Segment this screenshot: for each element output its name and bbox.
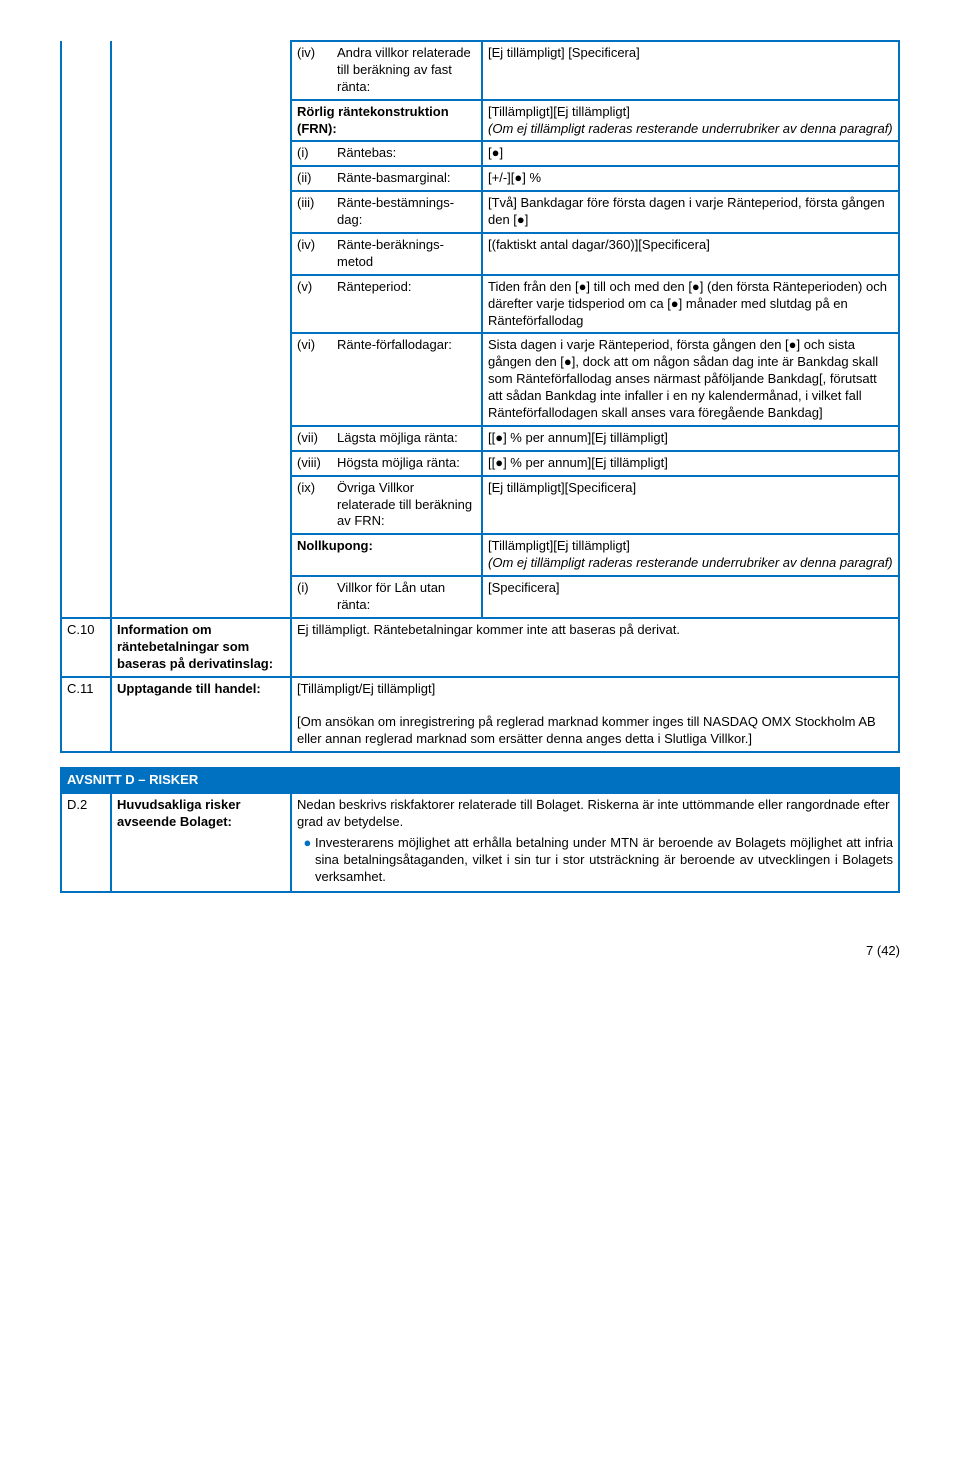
roman-num: (iii) (292, 191, 332, 233)
table-row: (v) Ränteperiod: Tiden från den [●] till… (292, 275, 898, 334)
roman-num: (vi) (292, 333, 332, 425)
cell-code: D.2 (61, 793, 111, 891)
cell-nested: (iv) Andra villkor relaterade till beräk… (291, 41, 899, 618)
item-value: [●] (482, 141, 898, 166)
text-italic: (Om ej tillämpligt raderas resterande un… (488, 121, 893, 136)
bullet-list: Investerarens möjlighet att erhålla beta… (297, 835, 893, 886)
item-value: [Specificera] (482, 576, 898, 617)
cell-label: Information om räntebetalningar som base… (111, 618, 291, 677)
item-label: Högsta möjliga ränta: (332, 451, 482, 476)
roman-num: (ix) (292, 476, 332, 535)
table-row: C.11 Upptagande till handel: [Tillämplig… (61, 677, 899, 753)
item-label: Ränte-förfallodagar: (332, 333, 482, 425)
roman-num: (iv) (292, 42, 332, 100)
item-value: [Tillämpligt][Ej tillämpligt] (Om ej til… (482, 100, 898, 142)
table-row: (viii) Högsta möjliga ränta: [[●] % per … (292, 451, 898, 476)
spacer (60, 753, 900, 767)
item-label: Ränte-beräknings-metod (332, 233, 482, 275)
cell-value: Ej tillämpligt. Räntebetalningar kommer … (291, 618, 899, 677)
cell-code: C.10 (61, 618, 111, 677)
cell-label: Huvudsakliga risker avseende Bolaget: (111, 793, 291, 891)
item-label: Ränteperiod: (332, 275, 482, 334)
cell-code (61, 41, 111, 618)
table-row: C.10 Information om räntebetalningar som… (61, 618, 899, 677)
item-value: [+/-][●] % (482, 166, 898, 191)
table-row: (vii) Lägsta möjliga ränta: [[●] % per a… (292, 426, 898, 451)
text: [Tillämpligt/Ej tillämpligt] (297, 681, 435, 696)
roman-num: (viii) (292, 451, 332, 476)
cell-value: Nedan beskrivs riskfaktorer relaterade t… (291, 793, 899, 891)
table-row: (iv) Ränte-beräknings-metod [(faktiskt a… (292, 233, 898, 275)
cell-label (111, 41, 291, 618)
section-header-row: AVSNITT D – RISKER (61, 768, 899, 793)
cell-code: C.11 (61, 677, 111, 753)
roman-num: (i) (292, 141, 332, 166)
item-label: Ränte-basmarginal: (332, 166, 482, 191)
table-row: (i) Villkor för Lån utan ränta: [Specifi… (292, 576, 898, 617)
section-header-text: AVSNITT D – RISKER (61, 768, 899, 793)
subheader: Rörlig räntekonstruktion (FRN): (292, 100, 482, 142)
table-row: Rörlig räntekonstruktion (FRN): [Tillämp… (292, 100, 898, 142)
item-label: Villkor för Lån utan ränta: (332, 576, 482, 617)
document-page: (iv) Andra villkor relaterade till beräk… (0, 0, 960, 913)
table-row: (iv) Andra villkor relaterade till beräk… (61, 41, 899, 618)
text: [Om ansökan om inregistrering på reglera… (297, 714, 876, 746)
roman-num: (ii) (292, 166, 332, 191)
text: [Tillämpligt][Ej tillämpligt] (488, 538, 630, 553)
table-row: (iii) Ränte-bestämnings-dag: [Två] Bankd… (292, 191, 898, 233)
item-value: [Ej tillämpligt][Specificera] (482, 476, 898, 535)
table-row: (ii) Ränte-basmarginal: [+/-][●] % (292, 166, 898, 191)
item-label: Räntebas: (332, 141, 482, 166)
cell-label: Upptagande till handel: (111, 677, 291, 753)
item-label: Lägsta möjliga ränta: (332, 426, 482, 451)
item-value: Sista dagen i varje Ränteperiod, första … (482, 333, 898, 425)
item-label: Övriga Villkor relaterade till beräkning… (332, 476, 482, 535)
subheader: Nollkupong: (292, 534, 482, 576)
table-row: Nollkupong: [Tillämpligt][Ej tillämpligt… (292, 534, 898, 576)
inner-table: (iv) Andra villkor relaterade till beräk… (292, 42, 898, 617)
text: Nedan beskrivs riskfaktorer relaterade t… (297, 797, 890, 829)
table-row: (vi) Ränte-förfallodagar: Sista dagen i … (292, 333, 898, 425)
roman-num: (v) (292, 275, 332, 334)
roman-num: (vii) (292, 426, 332, 451)
item-value: [(faktiskt antal dagar/360)][Specificera… (482, 233, 898, 275)
page-number: 7 (42) (0, 913, 960, 958)
item-label: Ränte-bestämnings-dag: (332, 191, 482, 233)
item-value: [Ej tillämpligt] [Specificera] (482, 42, 898, 100)
roman-num: (i) (292, 576, 332, 617)
table-row: (ix) Övriga Villkor relaterade till berä… (292, 476, 898, 535)
cell-value: [Tillämpligt/Ej tillämpligt] [Om ansökan… (291, 677, 899, 753)
table-row: (iv) Andra villkor relaterade till beräk… (292, 42, 898, 100)
item-label: Andra villkor relaterade till beräkning … (332, 42, 482, 100)
table-row: (i) Räntebas: [●] (292, 141, 898, 166)
table-row: D.2 Huvudsakliga risker avseende Bolaget… (61, 793, 899, 891)
list-item: Investerarens möjlighet att erhålla beta… (315, 835, 893, 886)
text-italic: (Om ej tillämpligt raderas resterande un… (488, 555, 893, 570)
item-value: Tiden från den [●] till och med den [●] … (482, 275, 898, 334)
item-value: [[●] % per annum][Ej tillämpligt] (482, 451, 898, 476)
item-value: [Tillämpligt][Ej tillämpligt] (Om ej til… (482, 534, 898, 576)
item-value: [[●] % per annum][Ej tillämpligt] (482, 426, 898, 451)
section-d-table: AVSNITT D – RISKER D.2 Huvudsakliga risk… (60, 767, 900, 892)
main-table: (iv) Andra villkor relaterade till beräk… (60, 40, 900, 753)
item-value: [Två] Bankdagar före första dagen i varj… (482, 191, 898, 233)
roman-num: (iv) (292, 233, 332, 275)
text: [Tillämpligt][Ej tillämpligt] (488, 104, 630, 119)
